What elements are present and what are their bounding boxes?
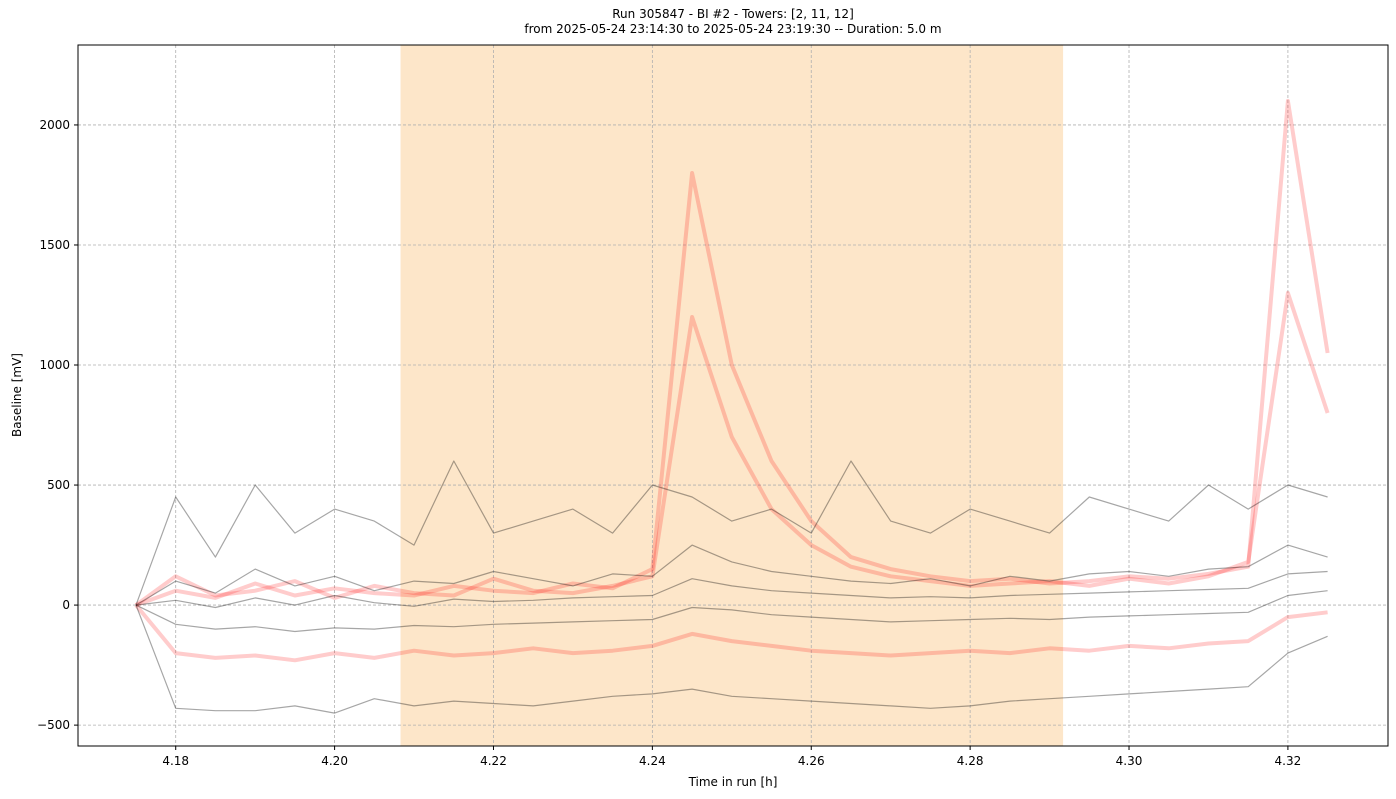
y-axis-label: Baseline [mV] <box>10 353 24 437</box>
x-tick-label: 4.24 <box>639 754 666 768</box>
series-line-black <box>135 604 1328 714</box>
series-line-black <box>135 590 1328 633</box>
series-line-black <box>135 570 1328 609</box>
y-tick-label: 0 <box>62 598 70 612</box>
y-tick-label: 2000 <box>39 118 70 132</box>
plot-frame <box>77 44 1389 747</box>
x-tick-label: 4.18 <box>162 754 189 768</box>
x-tick-label: 4.20 <box>321 754 348 768</box>
series-line-black <box>135 460 1328 606</box>
series-line-red <box>134 603 1328 663</box>
y-tick-label: −500 <box>37 718 70 732</box>
x-tick-label: 4.28 <box>957 754 984 768</box>
series-line-red <box>134 291 1330 607</box>
y-tick-label: 500 <box>47 478 70 492</box>
x-tick-label: 4.32 <box>1275 754 1302 768</box>
y-tick-label: 1000 <box>39 358 70 372</box>
x-axis-label: Time in run [h] <box>688 775 778 789</box>
series-line-red <box>135 98 1330 607</box>
chart-subtitle: from 2025-05-24 23:14:30 to 2025-05-24 2… <box>524 22 942 36</box>
x-tick-label: 4.26 <box>798 754 825 768</box>
shaded-interval <box>400 45 1064 746</box>
x-tick-label: 4.30 <box>1116 754 1143 768</box>
y-tick-label: 1500 <box>39 238 70 252</box>
chart-title: Run 305847 - BI #2 - Towers: [2, 11, 12] <box>612 7 854 21</box>
x-tick-label: 4.22 <box>480 754 507 768</box>
series-line-black <box>135 544 1328 606</box>
